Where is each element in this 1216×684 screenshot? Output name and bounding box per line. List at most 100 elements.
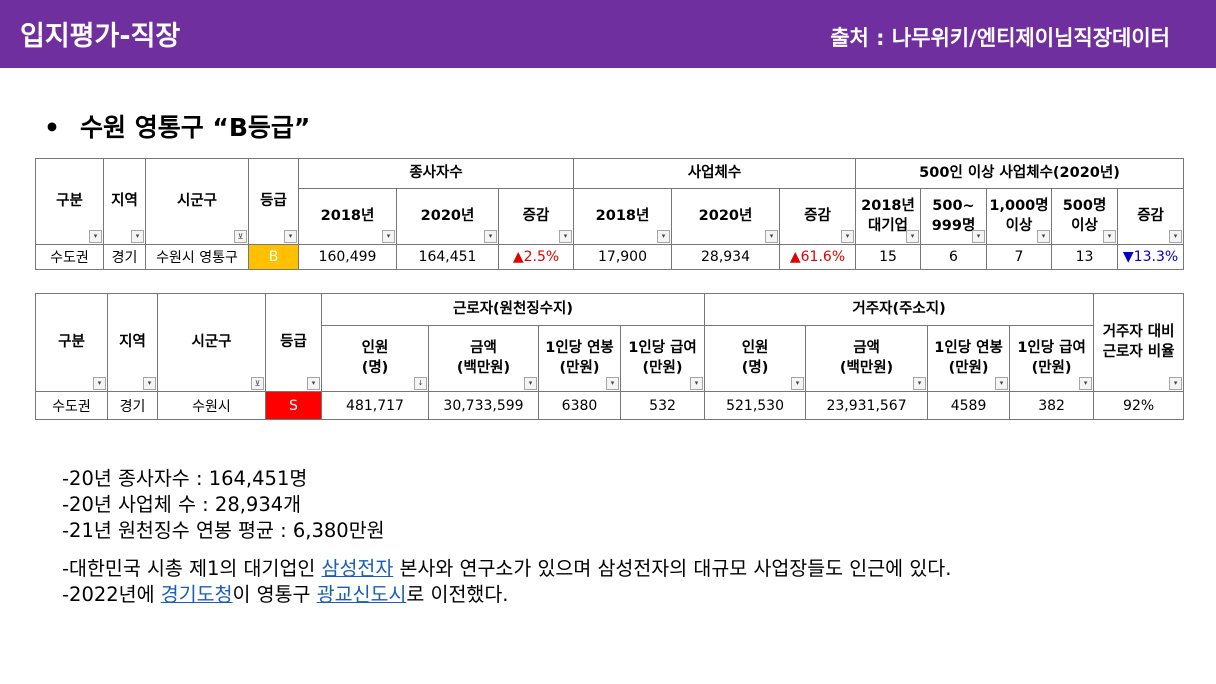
col-r-people: 인원 (명) ▾ bbox=[704, 325, 807, 392]
col-grade: 등급 ▾ bbox=[265, 293, 322, 392]
cell-w-salary: 6380 bbox=[538, 391, 621, 420]
cell-large-2018: 15 bbox=[855, 244, 921, 270]
cell-biz-change: ▲61.6% bbox=[779, 244, 856, 270]
dropdown-icon[interactable]: ▾ bbox=[1169, 230, 1183, 243]
dropdown-icon[interactable]: ▾ bbox=[765, 230, 778, 243]
group-businesses: 사업체수 bbox=[573, 158, 856, 189]
col-large-500-999: 500~ 999명 ▾ bbox=[920, 188, 987, 245]
col-biz-2020: 2020년 ▾ bbox=[671, 188, 780, 245]
cell-w-pay: 532 bbox=[619, 391, 706, 420]
gwanggyo-link[interactable]: 광교신도시 bbox=[316, 583, 407, 606]
dropdown-icon[interactable]: ▾ bbox=[143, 377, 156, 390]
col-sigungu: 시군구 ⊻ bbox=[145, 158, 249, 245]
col-r-pay: 1인당 급여 (만원) ▾ bbox=[1009, 325, 1095, 392]
dropdown-icon[interactable]: ▾ bbox=[484, 230, 497, 243]
dropdown-icon[interactable]: ▾ bbox=[559, 230, 572, 243]
section-title-text: 수원 영통구 “B등급” bbox=[79, 113, 311, 142]
notes: -20년 종사자수 : 164,451명 -20년 사업체 수 : 28,934… bbox=[62, 466, 951, 608]
cell-r-salary: 4589 bbox=[927, 391, 1011, 420]
cell-large-change: ▼13.3% bbox=[1116, 244, 1185, 270]
cell-sigungu: 수원시 bbox=[157, 391, 266, 420]
cell-r-amount: 23,931,567 bbox=[805, 391, 929, 420]
dropdown-icon[interactable]: ▾ bbox=[995, 377, 1009, 390]
table-row: 수도권 경기 수원시 영통구 B 160,499 164,451 ▲2.5% 1… bbox=[35, 244, 1185, 270]
samsung-link[interactable]: 삼성전자 bbox=[321, 557, 394, 580]
col-large-change: 증감 ▾ bbox=[1116, 188, 1185, 245]
cell-ratio: 92% bbox=[1093, 391, 1185, 420]
col-w-salary: 1인당 연봉 (만원) ▾ bbox=[538, 325, 621, 392]
col-w-amount: 금액 (백만원) ▾ bbox=[428, 325, 539, 392]
gyeonggi-office-link[interactable]: 경기도청 bbox=[160, 583, 233, 606]
dropdown-icon[interactable]: ▾ bbox=[1103, 230, 1116, 243]
col-ratio: 거주자 대비 근로자 비율 ▾ bbox=[1093, 293, 1185, 392]
cell-grade: B bbox=[248, 244, 299, 270]
col-emp-2018: 2018년 ▾ bbox=[298, 188, 397, 245]
note-line: -대한민국 시총 제1의 대기업인 삼성전자 본사와 연구소가 있으며 삼성전자… bbox=[62, 557, 952, 580]
cell-gubun: 수도권 bbox=[35, 391, 108, 420]
col-w-pay: 1인당 급여 (만원) ▾ bbox=[619, 325, 706, 392]
cell-emp-2020: 164,451 bbox=[396, 244, 499, 270]
dropdown-icon[interactable]: ▾ bbox=[1169, 377, 1183, 390]
col-gubun: 구분 ▾ bbox=[35, 293, 108, 392]
dropdown-icon[interactable]: ▾ bbox=[690, 377, 704, 390]
cell-region: 경기 bbox=[107, 391, 158, 420]
note-line: -20년 종사자수 : 164,451명 bbox=[62, 467, 308, 490]
col-gubun: 구분 ▾ bbox=[35, 158, 104, 245]
cell-grade: S bbox=[265, 391, 322, 420]
cell-gubun: 수도권 bbox=[35, 244, 104, 270]
cell-large-500-999: 6 bbox=[920, 244, 987, 270]
filter-icon[interactable]: ⊻ bbox=[234, 230, 247, 243]
dropdown-icon[interactable]: ▾ bbox=[972, 230, 985, 243]
dropdown-icon[interactable]: ▾ bbox=[131, 230, 144, 243]
cell-emp-change: ▲2.5% bbox=[498, 244, 574, 270]
cell-r-pay: 382 bbox=[1009, 391, 1095, 420]
dropdown-icon[interactable]: ▾ bbox=[906, 230, 919, 243]
sort-icon[interactable]: ↓ bbox=[414, 377, 427, 390]
dropdown-icon[interactable]: ▾ bbox=[284, 230, 297, 243]
filter-icon[interactable]: ⊻ bbox=[251, 377, 264, 390]
cell-sigungu: 수원시 영통구 bbox=[145, 244, 249, 270]
header-bar: 입지평가-직장 출처 : 나무위키/엔티제이님직장데이터 bbox=[0, 0, 1216, 68]
cell-w-amount: 30,733,599 bbox=[428, 391, 539, 420]
col-grade: 등급 ▾ bbox=[248, 158, 299, 245]
col-large-2018: 2018년 대기업 ▾ bbox=[855, 188, 921, 245]
section-title: • 수원 영통구 “B등급” bbox=[44, 108, 310, 144]
col-r-salary: 1인당 연봉 (만원) ▾ bbox=[927, 325, 1011, 392]
col-biz-change: 증감 ▾ bbox=[779, 188, 856, 245]
dropdown-icon[interactable]: ▾ bbox=[657, 230, 670, 243]
cell-r-people: 521,530 bbox=[704, 391, 807, 420]
col-emp-change: 증감 ▾ bbox=[498, 188, 574, 245]
table-row: 수도권 경기 수원시 S 481,717 30,733,599 6380 532… bbox=[35, 391, 1185, 420]
col-r-amount: 금액 (백만원) ▾ bbox=[805, 325, 929, 392]
dropdown-icon[interactable]: ▾ bbox=[382, 230, 395, 243]
col-emp-2020: 2020년 ▾ bbox=[396, 188, 499, 245]
bullet-icon: • bbox=[44, 113, 60, 142]
dropdown-icon[interactable]: ▾ bbox=[841, 230, 854, 243]
dropdown-icon[interactable]: ▾ bbox=[606, 377, 619, 390]
dropdown-icon[interactable]: ▾ bbox=[1037, 230, 1050, 243]
dropdown-icon[interactable]: ▾ bbox=[1079, 377, 1093, 390]
col-large-1000: 1,000명 이상 ▾ bbox=[986, 188, 1052, 245]
cell-large-1000: 7 bbox=[986, 244, 1052, 270]
group-residents: 거주자(주소지) bbox=[704, 293, 1095, 326]
cell-large-500up: 13 bbox=[1051, 244, 1118, 270]
group-employees: 종사자수 bbox=[298, 158, 574, 189]
group-workers: 근로자(원천징수지) bbox=[320, 293, 706, 326]
cell-emp-2018: 160,499 bbox=[298, 244, 397, 270]
workers-table: 구분 ▾ 지역 ▾ 시군구 ⊻ 등급 ▾ 근로자(원천징수지) 거주자(주소지) 거주자… bbox=[35, 293, 1185, 420]
dropdown-icon[interactable]: ▾ bbox=[791, 377, 805, 390]
cell-region: 경기 bbox=[103, 244, 146, 270]
cell-biz-2020: 28,934 bbox=[671, 244, 780, 270]
source-label: 출처 : 나무위키/엔티제이님직장데이터 bbox=[830, 26, 1170, 50]
cell-biz-2018: 17,900 bbox=[573, 244, 672, 270]
dropdown-icon[interactable]: ▾ bbox=[524, 377, 537, 390]
col-sigungu: 시군구 ⊻ bbox=[157, 293, 266, 392]
col-w-people: 인원 (명) ↓ bbox=[321, 325, 429, 392]
dropdown-icon[interactable]: ▾ bbox=[307, 377, 320, 390]
col-biz-2018: 2018년 ▾ bbox=[573, 188, 672, 245]
dropdown-icon[interactable]: ▾ bbox=[89, 230, 102, 243]
dropdown-icon[interactable]: ▾ bbox=[93, 377, 106, 390]
dropdown-icon[interactable]: ▾ bbox=[913, 377, 927, 390]
cell-w-people: 481,717 bbox=[321, 391, 429, 420]
note-line: -20년 사업체 수 : 28,934개 bbox=[62, 493, 302, 516]
